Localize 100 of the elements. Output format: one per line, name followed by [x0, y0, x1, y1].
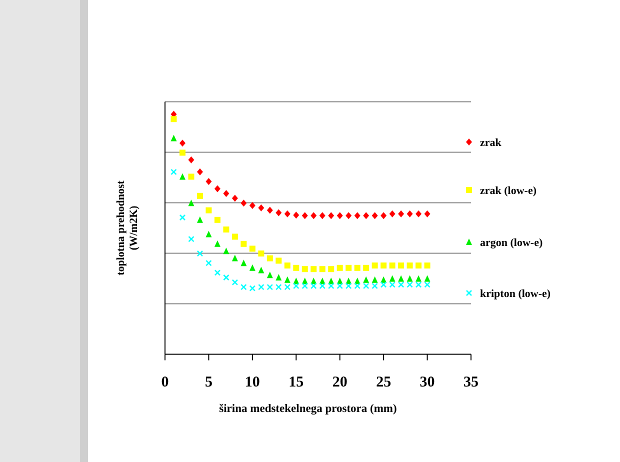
point	[336, 212, 343, 220]
point	[223, 274, 230, 281]
point	[206, 260, 212, 266]
point	[223, 190, 230, 197]
y-axis-title: toplotna prehodnost (W/m2K)	[115, 180, 140, 276]
point	[328, 282, 334, 290]
point	[389, 275, 396, 282]
point	[249, 264, 256, 271]
point	[372, 262, 378, 268]
point	[310, 266, 317, 272]
point	[214, 185, 220, 192]
point	[179, 140, 186, 147]
point	[249, 246, 256, 252]
point	[266, 272, 273, 278]
point	[416, 262, 422, 268]
point	[214, 240, 220, 247]
point	[424, 210, 430, 218]
point	[415, 282, 422, 288]
point	[424, 275, 430, 282]
point	[232, 234, 238, 240]
point	[310, 212, 317, 220]
point	[398, 262, 404, 268]
point	[398, 275, 404, 282]
point	[372, 212, 378, 220]
point	[258, 250, 264, 256]
point	[372, 276, 378, 283]
x-tick-label: 25	[376, 374, 392, 390]
point	[232, 254, 238, 262]
point	[170, 134, 177, 142]
point	[258, 284, 264, 290]
point	[319, 212, 326, 220]
point	[188, 200, 194, 206]
point	[284, 276, 290, 283]
point	[284, 210, 290, 218]
point	[336, 282, 344, 290]
point	[302, 266, 308, 272]
point	[336, 264, 343, 271]
point	[406, 262, 413, 268]
point	[284, 284, 291, 290]
point	[179, 173, 186, 180]
point	[363, 276, 370, 283]
point	[276, 274, 282, 280]
point	[188, 236, 194, 242]
point	[214, 216, 220, 223]
point	[196, 216, 203, 223]
point	[406, 275, 413, 282]
point	[188, 156, 194, 164]
point	[398, 282, 404, 288]
point	[389, 262, 396, 268]
point	[223, 248, 230, 254]
point	[292, 282, 300, 290]
x-axis-title: širina medstekelnega prostora (mm)	[219, 403, 398, 415]
legend-label: argon (low-e)	[480, 237, 543, 249]
point	[380, 212, 387, 220]
point	[346, 264, 352, 271]
point	[406, 210, 413, 218]
point	[293, 264, 300, 271]
point	[249, 202, 256, 209]
point	[398, 210, 404, 218]
point	[276, 284, 282, 290]
point	[389, 210, 396, 218]
point	[258, 266, 264, 274]
point	[328, 266, 334, 272]
point	[214, 270, 221, 276]
point	[354, 264, 360, 271]
point	[346, 212, 352, 220]
point	[240, 200, 247, 207]
point	[249, 285, 256, 292]
x-tick-label: 30	[420, 374, 435, 390]
x-tick-label: 10	[244, 374, 260, 390]
x-tick-label: 15	[288, 374, 304, 390]
point	[276, 209, 282, 216]
point	[179, 214, 186, 221]
point	[328, 212, 334, 220]
point	[258, 204, 264, 212]
point	[372, 282, 378, 290]
point	[196, 168, 203, 176]
point	[354, 282, 360, 290]
point	[266, 284, 274, 290]
point	[206, 230, 212, 238]
point	[266, 206, 273, 214]
x-tick-label: 20	[332, 374, 348, 390]
point	[240, 240, 247, 247]
point	[284, 262, 290, 268]
point	[406, 282, 413, 288]
point	[240, 284, 247, 290]
point	[354, 212, 360, 220]
point	[389, 282, 396, 288]
point	[302, 282, 308, 290]
point	[380, 262, 387, 268]
point	[170, 168, 177, 176]
point	[179, 150, 186, 156]
point	[276, 258, 282, 264]
point	[196, 192, 203, 199]
point	[240, 260, 247, 266]
point	[363, 212, 370, 220]
point	[424, 262, 430, 268]
point	[196, 250, 204, 257]
x-tick-label: 35	[464, 374, 478, 390]
legend-label: zrak (low-e)	[480, 185, 537, 197]
